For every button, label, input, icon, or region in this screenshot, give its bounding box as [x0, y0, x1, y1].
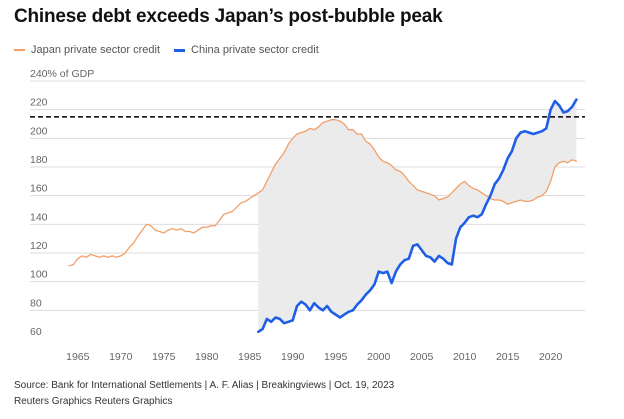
- y-tick-label-180: 180: [30, 154, 48, 166]
- legend-swatch-japan: [14, 49, 25, 51]
- y-tick-label-60: 60: [30, 326, 42, 338]
- x-tick-label-1985: 1985: [238, 351, 262, 363]
- x-tick-label-1970: 1970: [109, 351, 133, 363]
- x-tick-label-2020: 2020: [539, 351, 563, 363]
- series-line-china: [256, 98, 578, 334]
- x-tick-label-2010: 2010: [453, 351, 477, 363]
- legend: Japan private sector credit China privat…: [14, 44, 333, 56]
- x-tick-label-1980: 1980: [195, 351, 219, 363]
- y-tick-label-100: 100: [30, 269, 48, 281]
- y-tick-label-220: 220: [30, 97, 48, 109]
- y-tick-label-240: 240% of GDP: [30, 68, 94, 80]
- y-tick-label-120: 120: [30, 240, 48, 252]
- x-tick-label-1990: 1990: [281, 351, 305, 363]
- footer: Source: Bank for International Settlemen…: [14, 378, 394, 410]
- legend-item-china: China private sector credit: [174, 44, 319, 56]
- y-tick-label-200: 200: [30, 125, 48, 137]
- x-tick-label-1975: 1975: [152, 351, 176, 363]
- source-note: Source: Bank for International Settlemen…: [14, 380, 395, 391]
- credit-note: Reuters Graphics Reuters Graphics: [14, 396, 173, 407]
- x-tick-label-1995: 1995: [324, 351, 348, 363]
- legend-label-japan: Japan private sector credit: [31, 44, 161, 56]
- chart-title: Chinese debt exceeds Japan’s post-bubble…: [14, 6, 443, 27]
- y-tick-label-160: 160: [30, 183, 48, 195]
- x-tick-label-2000: 2000: [367, 351, 391, 363]
- legend-item-japan: Japan private sector credit: [14, 44, 160, 56]
- series-line-japan: [68, 119, 578, 267]
- x-tick-label-2005: 2005: [410, 351, 434, 363]
- x-tick-label-1965: 1965: [66, 351, 90, 363]
- legend-label-china: China private sector credit: [191, 44, 319, 56]
- x-tick-label-2015: 2015: [496, 351, 520, 363]
- y-tick-label-80: 80: [30, 297, 42, 309]
- y-tick-label-140: 140: [30, 211, 48, 223]
- gap-shaded-area: [258, 99, 577, 332]
- legend-swatch-china: [174, 48, 186, 52]
